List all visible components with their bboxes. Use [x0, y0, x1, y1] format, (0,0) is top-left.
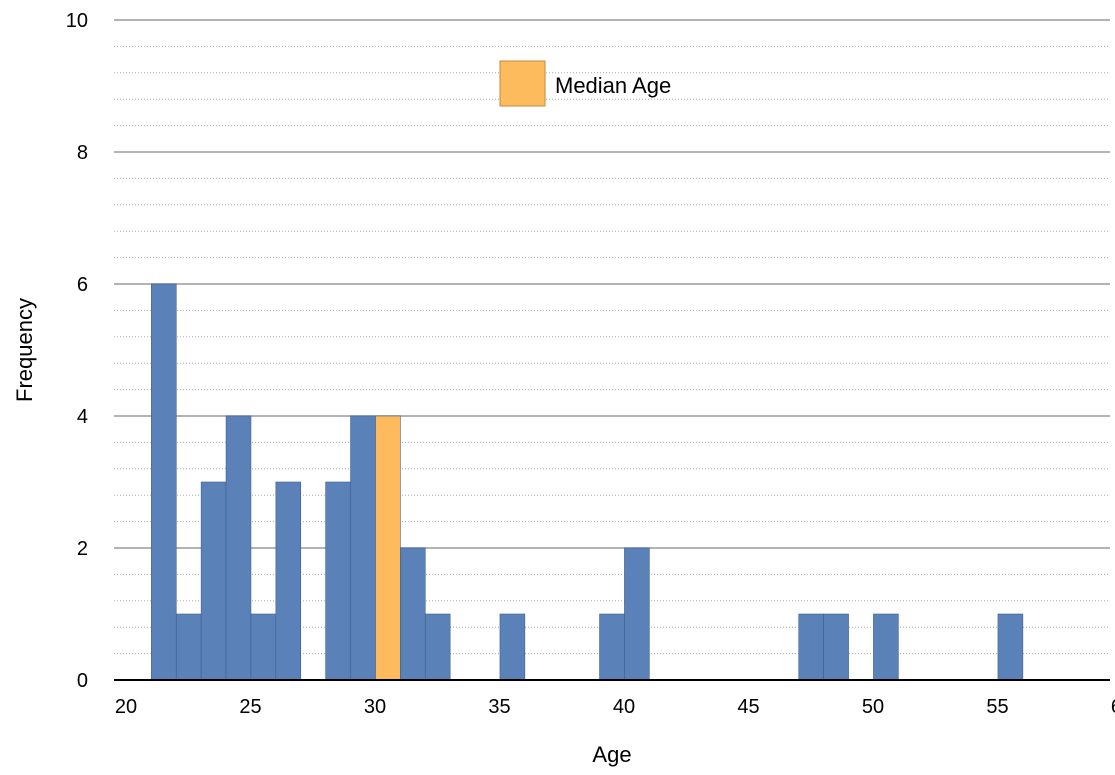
x-tick-label: 45 — [737, 696, 759, 718]
y-tick-label: 8 — [77, 142, 88, 164]
histogram-bar — [599, 613, 625, 681]
y-axis-title: Frequency — [12, 298, 37, 402]
y-tick-label: 0 — [77, 670, 88, 692]
y-tick-label: 4 — [77, 406, 88, 428]
histogram-bars — [151, 283, 1024, 681]
y-axis-tick-labels: 0 2 4 6 8 10 — [66, 10, 88, 692]
x-tick-label: 50 — [862, 696, 884, 718]
histogram-bar — [997, 613, 1024, 681]
histogram-bar — [350, 415, 376, 681]
histogram-bar — [325, 481, 351, 681]
minor-gridlines — [114, 45, 1110, 655]
legend-label-median-age: Median Age — [555, 73, 671, 98]
histogram-bar — [823, 613, 849, 681]
histogram-bar — [798, 613, 824, 681]
y-tick-label: 6 — [77, 274, 88, 296]
histogram-bar — [151, 283, 177, 681]
histogram-bar — [250, 613, 277, 681]
x-tick-label: 30 — [364, 696, 386, 718]
histogram-bar — [400, 547, 426, 681]
x-tick-label: 20 — [115, 696, 137, 718]
histogram-bar — [200, 481, 227, 681]
histogram-bar — [275, 481, 302, 681]
x-tick-label: 40 — [613, 696, 635, 718]
x-tick-label: 60 — [1111, 696, 1115, 718]
y-tick-label: 2 — [77, 538, 88, 560]
histogram-bar — [375, 415, 401, 681]
histogram-bar — [499, 613, 526, 681]
histogram-bar — [225, 415, 252, 681]
x-tick-label: 25 — [239, 696, 261, 718]
legend-swatch-median-age — [499, 60, 546, 107]
x-tick-label: 55 — [986, 696, 1008, 718]
x-axis-title: Age — [592, 742, 631, 767]
x-axis-tick-labels: 20 25 30 35 40 45 50 55 60 — [115, 696, 1115, 718]
histogram-bar — [873, 613, 899, 681]
histogram-bar — [175, 613, 202, 681]
legend: Median Age — [499, 60, 671, 107]
x-tick-label: 35 — [488, 696, 510, 718]
histogram-bar — [424, 613, 451, 681]
y-tick-label: 10 — [66, 10, 88, 32]
histogram-bar — [624, 547, 650, 681]
